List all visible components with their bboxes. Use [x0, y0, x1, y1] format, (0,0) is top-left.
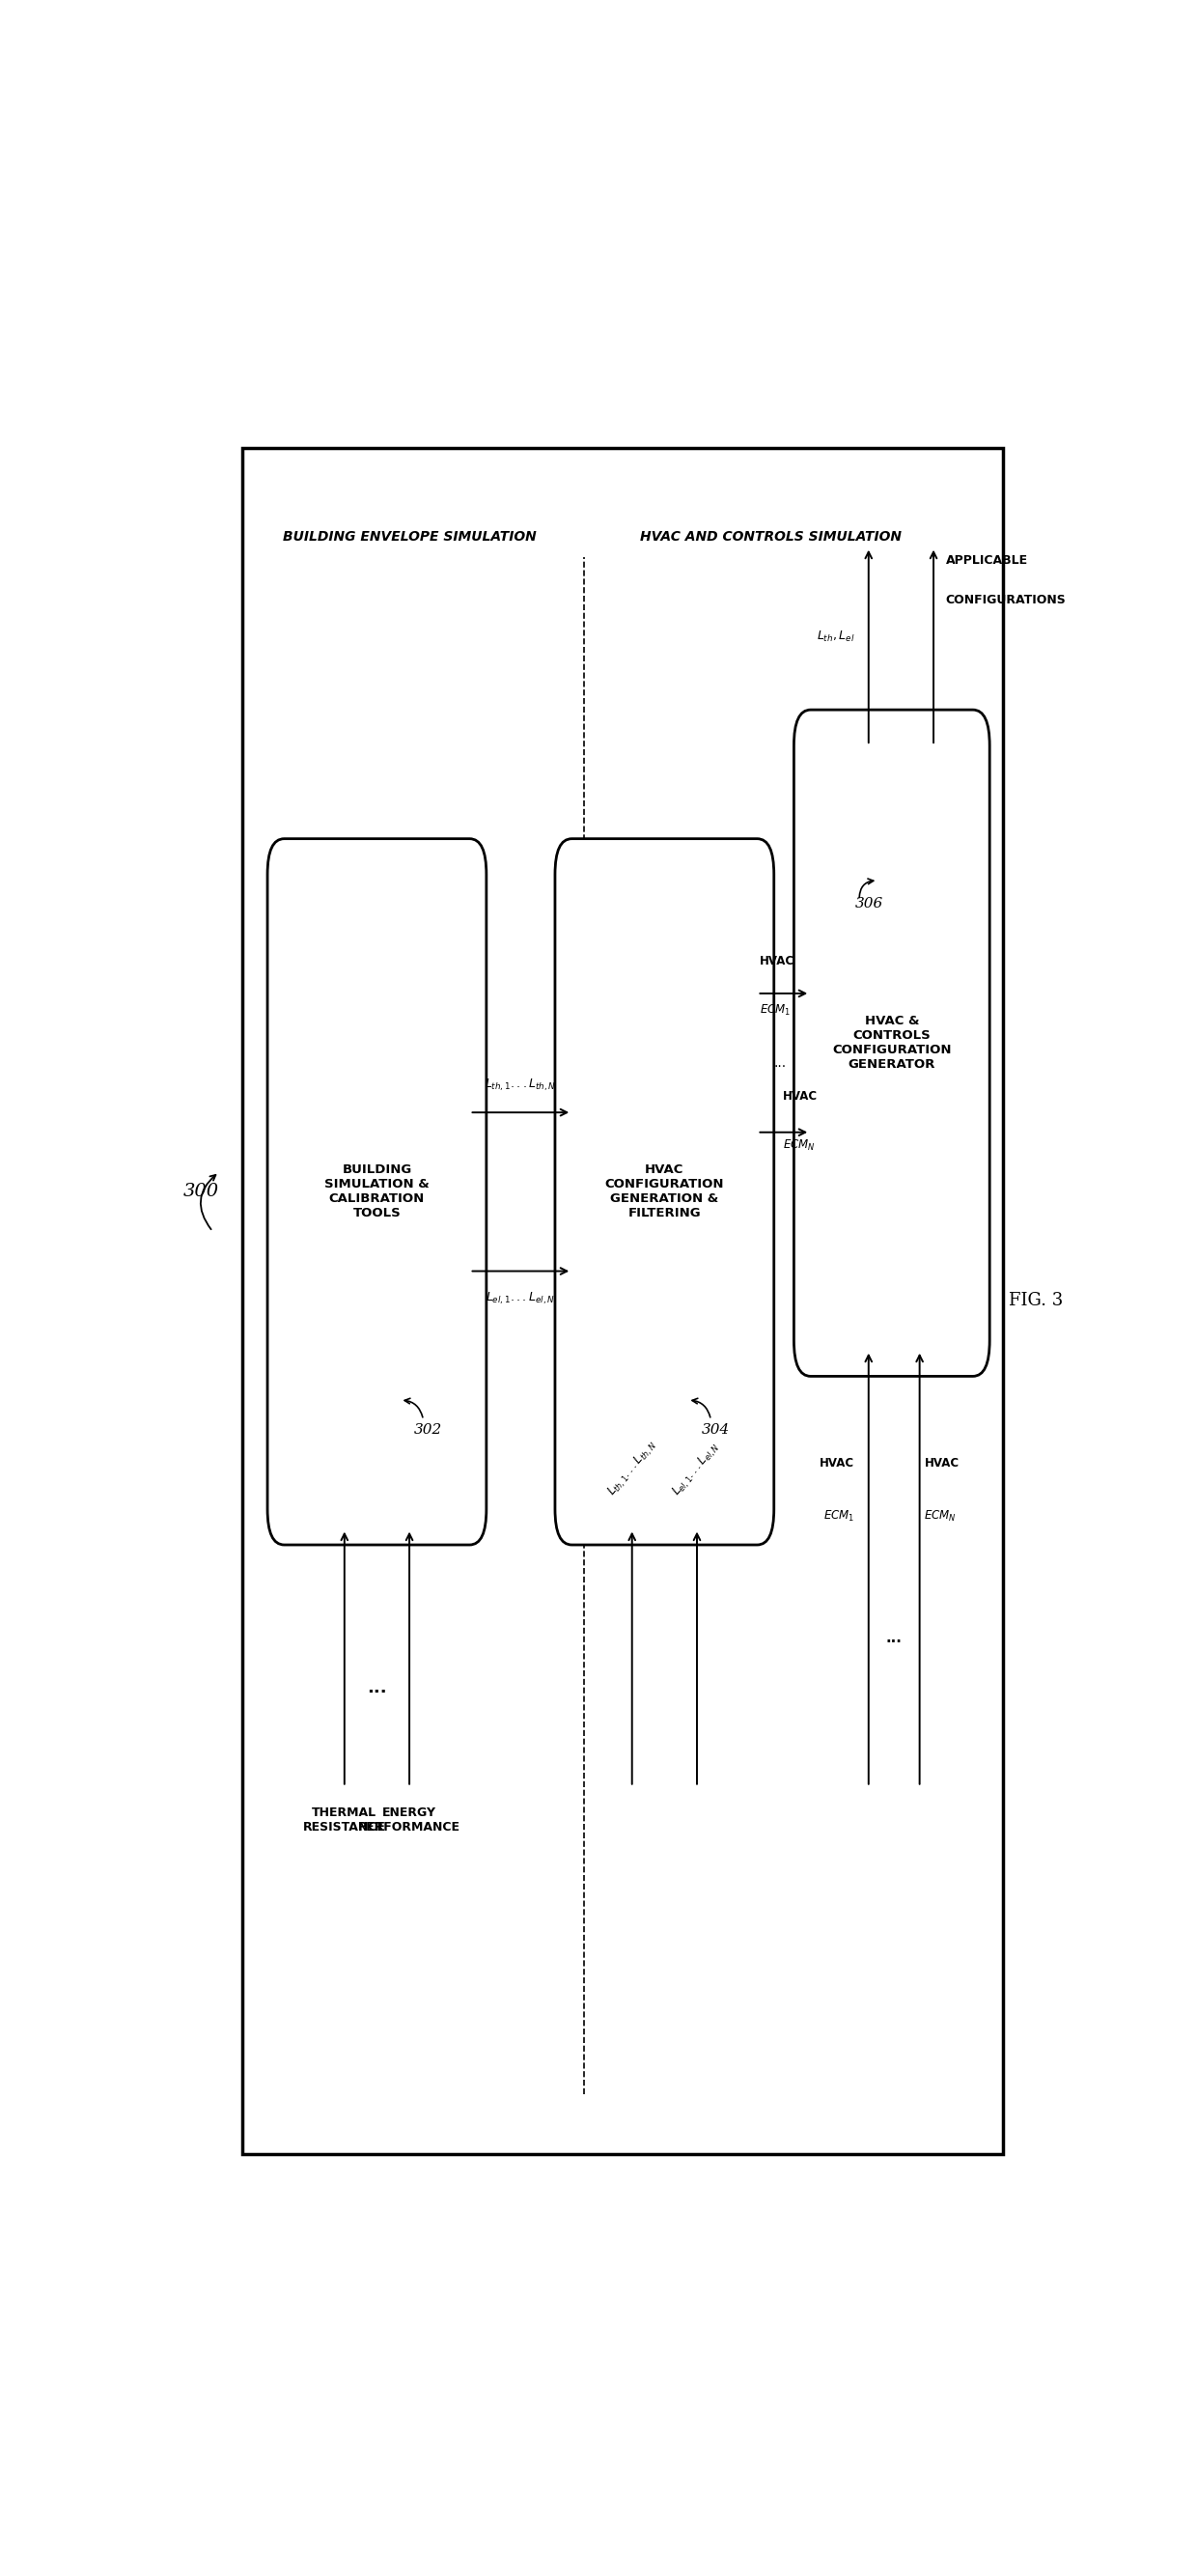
Text: $ECM_N$: $ECM_N$ — [924, 1510, 956, 1525]
Text: $L_{th,1}...L_{th,N}$: $L_{th,1}...L_{th,N}$ — [604, 1437, 660, 1499]
Text: APPLICABLE: APPLICABLE — [946, 554, 1028, 567]
Text: $ECM_1$: $ECM_1$ — [824, 1510, 855, 1525]
FancyBboxPatch shape — [555, 840, 774, 1546]
Text: 302: 302 — [414, 1422, 442, 1437]
Text: ...: ... — [886, 1631, 903, 1646]
Bar — [242, 448, 1003, 2154]
Text: 304: 304 — [701, 1422, 730, 1437]
Text: BUILDING
SIMULATION &
CALIBRATION
TOOLS: BUILDING SIMULATION & CALIBRATION TOOLS — [324, 1164, 430, 1221]
FancyBboxPatch shape — [267, 840, 486, 1546]
Text: HVAC AND CONTROLS SIMULATION: HVAC AND CONTROLS SIMULATION — [640, 531, 903, 544]
Text: HVAC
CONFIGURATION
GENERATION &
FILTERING: HVAC CONFIGURATION GENERATION & FILTERIN… — [604, 1164, 724, 1221]
Text: HVAC &
CONTROLS
CONFIGURATION
GENERATOR: HVAC & CONTROLS CONFIGURATION GENERATOR — [832, 1015, 952, 1072]
Text: ENERGY
PERFORMANCE: ENERGY PERFORMANCE — [358, 1806, 461, 1834]
Text: THERMAL
RESISTANCE: THERMAL RESISTANCE — [303, 1806, 385, 1834]
Text: $L_{th}, L_{el}$: $L_{th}, L_{el}$ — [816, 629, 855, 644]
FancyBboxPatch shape — [794, 711, 990, 1376]
Text: HVAC: HVAC — [924, 1458, 959, 1468]
Text: ...: ... — [774, 1056, 786, 1069]
Text: ...: ... — [367, 1680, 387, 1698]
Text: $L_{el,1}...L_{el,N}$: $L_{el,1}...L_{el,N}$ — [486, 1291, 555, 1306]
Text: $L_{th,1}...L_{th,N}$: $L_{th,1}...L_{th,N}$ — [485, 1077, 557, 1092]
Text: 300: 300 — [183, 1182, 219, 1200]
Text: 306: 306 — [855, 896, 883, 912]
Text: HVAC: HVAC — [820, 1458, 855, 1468]
Text: BUILDING ENVELOPE SIMULATION: BUILDING ENVELOPE SIMULATION — [282, 531, 536, 544]
Text: $L_{el,1}...L_{el,N}$: $L_{el,1}...L_{el,N}$ — [670, 1440, 724, 1499]
Text: $ECM_1$: $ECM_1$ — [760, 1002, 791, 1018]
Text: CONFIGURATIONS: CONFIGURATIONS — [946, 595, 1067, 605]
Text: HVAC: HVAC — [783, 1090, 818, 1103]
Text: FIG. 3: FIG. 3 — [1008, 1293, 1063, 1309]
Text: HVAC: HVAC — [760, 956, 795, 969]
Text: $ECM_N$: $ECM_N$ — [783, 1139, 816, 1154]
